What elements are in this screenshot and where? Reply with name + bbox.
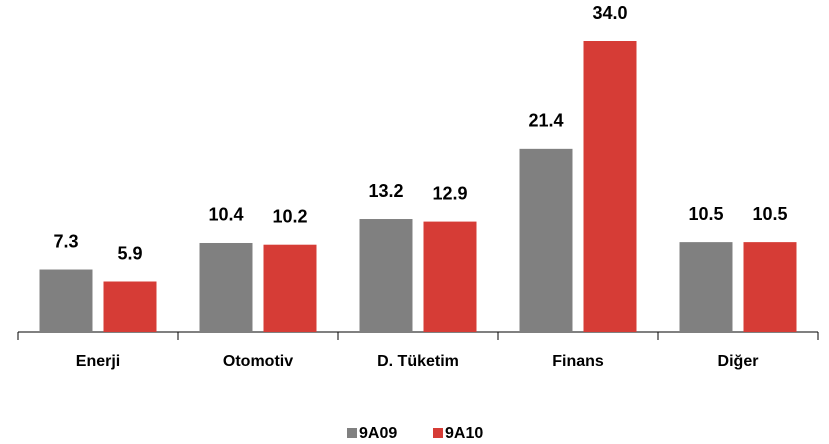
legend-swatch — [433, 428, 443, 438]
bar — [679, 242, 733, 332]
bar — [583, 41, 637, 332]
value-label: 34.0 — [592, 3, 627, 23]
legend-label: 9A10 — [445, 425, 483, 442]
legend-label: 9A09 — [359, 425, 397, 442]
bar — [423, 221, 477, 332]
value-label: 5.9 — [117, 243, 142, 263]
value-label: 21.4 — [528, 111, 563, 131]
legend-swatch — [347, 428, 357, 438]
value-label: 10.5 — [688, 204, 723, 224]
bar — [359, 219, 413, 332]
x-tick-label: Otomotiv — [223, 353, 293, 370]
value-label: 12.9 — [432, 183, 467, 203]
value-label: 10.4 — [208, 205, 243, 225]
x-tick-label: Finans — [552, 353, 604, 370]
bar — [743, 242, 797, 332]
bar — [39, 269, 93, 332]
bar — [519, 148, 573, 332]
value-label: 13.2 — [368, 181, 403, 201]
x-tick-label: D. Tüketim — [377, 353, 459, 370]
bar — [263, 244, 317, 332]
x-tick-label: Enerji — [76, 353, 120, 370]
x-tick-label: Diğer — [718, 353, 759, 370]
value-label: 10.2 — [272, 206, 307, 226]
value-label: 7.3 — [53, 231, 78, 251]
value-label: 10.5 — [752, 204, 787, 224]
bar — [103, 281, 157, 332]
bar — [199, 242, 253, 332]
